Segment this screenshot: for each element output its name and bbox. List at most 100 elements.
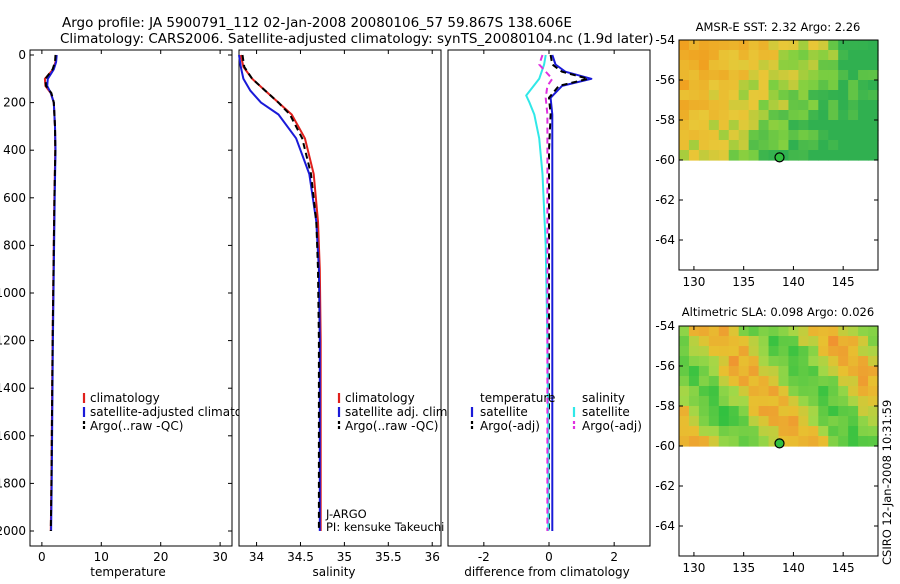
difference-panel: -2 0 2 difference from climatology tempera… — [447, 49, 651, 579]
heatmap-cell — [838, 346, 849, 357]
heatmap-cell — [848, 40, 859, 51]
heatmap-cell — [758, 346, 770, 357]
heatmap-cell — [828, 100, 839, 111]
heatmap-cell — [778, 90, 790, 101]
heatmap-cell — [858, 326, 869, 337]
sla-map-title: Altimetric SLA: 0.098 Argo: 0.026 — [682, 305, 874, 319]
heatmap-cell — [778, 406, 790, 417]
heatmap-cell — [728, 426, 740, 437]
heatmap-cell — [868, 150, 879, 161]
difference-legend: temperature salinity satellite Argo(-adj… — [470, 391, 642, 433]
heatmap-cell — [838, 426, 849, 437]
heatmap-cell — [679, 110, 690, 121]
heatmap-cell — [679, 90, 690, 101]
heatmap-cell — [848, 436, 859, 447]
heatmap-cell — [858, 70, 869, 81]
heatmap-cell — [828, 386, 839, 397]
heatmap-cell — [778, 100, 790, 111]
heatmap-cell — [848, 120, 859, 131]
heatmap-cell — [778, 326, 790, 337]
heatmap-cell — [858, 150, 869, 161]
heatmap-cell — [788, 70, 799, 81]
lat-tick-label: -58 — [655, 399, 675, 413]
temperature-xlabel: temperature — [90, 565, 165, 579]
heatmap-cell — [798, 386, 809, 397]
sla-map-ticks: -54 -56 -58 -60 -62 -64 130 135 140 145 — [655, 319, 878, 575]
heatmap-cell — [708, 356, 720, 367]
heatmap-cell — [828, 416, 839, 427]
heatmap-cell — [858, 406, 869, 417]
heatmap-cell — [768, 110, 780, 121]
heatmap-cell — [688, 40, 700, 51]
heatmap-cell — [828, 150, 839, 161]
temperature-xticks: 0 10 20 30 — [38, 50, 228, 564]
heatmap-cell — [728, 336, 740, 347]
heatmap-cell — [718, 70, 730, 81]
heatmap-cell — [828, 140, 839, 151]
heatmap-cell — [868, 416, 879, 427]
salinity-axes-frame — [238, 49, 442, 547]
heatmap-cell — [679, 436, 690, 447]
heatmap-cell — [818, 50, 829, 61]
heatmap-cell — [838, 386, 849, 397]
heatmap-cell — [708, 336, 720, 347]
heatmap-cell — [728, 326, 740, 337]
heatmap-cell — [808, 366, 819, 377]
heatmap-cell — [798, 396, 809, 407]
heatmap-cell — [868, 140, 879, 151]
heatmap-cell — [728, 366, 740, 377]
heatmap-cell — [679, 140, 690, 151]
heatmap-cell — [828, 326, 839, 337]
heatmap-cell — [848, 426, 859, 437]
heatmap-cell — [718, 376, 730, 387]
heatmap-cell — [858, 366, 869, 377]
heatmap-cell — [708, 40, 720, 51]
heatmap-cell — [758, 416, 770, 427]
heatmap-cell — [688, 396, 700, 407]
heatmap-cell — [728, 130, 740, 141]
heatmap-cell — [808, 100, 819, 111]
heatmap-cell — [848, 100, 859, 111]
heatmap-cell — [768, 90, 780, 101]
heatmap-cell — [738, 150, 750, 161]
heatmap-cell — [738, 406, 750, 417]
heatmap-cell — [748, 346, 760, 357]
heatmap-cell — [838, 130, 849, 141]
heatmap-cell — [688, 60, 700, 71]
legend-label: Argo(-adj) — [480, 419, 540, 433]
heatmap-cell — [818, 396, 829, 407]
heatmap-cell — [718, 326, 730, 337]
heatmap-cell — [748, 40, 760, 51]
heatmap-cell — [788, 80, 799, 91]
difference-xlabel: difference from climatology — [464, 565, 630, 579]
heatmap-cell — [868, 426, 879, 437]
heatmap-cell — [768, 366, 780, 377]
heatmap-cell — [868, 120, 879, 131]
heatmap-cell — [728, 416, 740, 427]
heatmap-cell — [718, 80, 730, 91]
heatmap-cell — [758, 140, 770, 151]
heatmap-cell — [748, 50, 760, 61]
heatmap-cell — [728, 50, 740, 61]
heatmap-cell — [718, 346, 730, 357]
heatmap-cell — [808, 396, 819, 407]
heatmap-cell — [798, 40, 809, 51]
heatmap-cell — [688, 150, 700, 161]
heatmap-cell — [698, 70, 710, 81]
heatmap-cell — [758, 336, 770, 347]
heatmap-cell — [688, 386, 700, 397]
heatmap-cell — [798, 90, 809, 101]
heatmap-cell — [848, 80, 859, 91]
heatmap-cell — [758, 60, 770, 71]
lat-tick-label: -56 — [655, 73, 675, 87]
heatmap-cell — [808, 50, 819, 61]
heatmap-cell — [728, 90, 740, 101]
heatmap-cell — [798, 436, 809, 447]
heatmap-cell — [818, 406, 829, 417]
heatmap-cell — [808, 70, 819, 81]
heatmap-cell — [698, 100, 710, 111]
heatmap-cell — [679, 426, 690, 437]
heatmap-cell — [798, 426, 809, 437]
heatmap-cell — [718, 100, 730, 111]
heatmap-cell — [788, 436, 799, 447]
